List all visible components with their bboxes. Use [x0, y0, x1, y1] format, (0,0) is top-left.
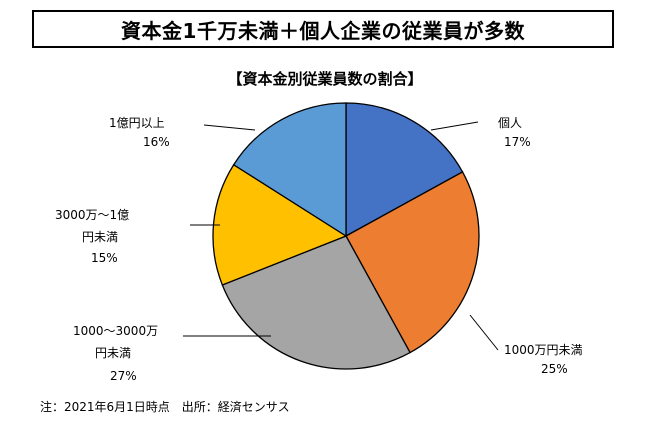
slice-value-1000-3000man: 27%: [110, 369, 137, 383]
source-note: 注：2021年6月1日時点 出所：経済センサス: [40, 400, 290, 414]
leader-line-1000man: [469, 314, 499, 351]
leader-line-1oku: [203, 124, 256, 131]
chart-header-title: 資本金1千万未満＋個人企業の従業員が多数: [32, 10, 614, 48]
slice-label-1000-3000man-line1: 1000～3000万: [73, 324, 158, 338]
chart-title: 【資本金別従業員数の割合】: [227, 70, 423, 88]
pie-slice-1000man: [345, 171, 480, 354]
slice-label-1oku: 1億円以上: [109, 116, 165, 130]
pie-slice-1oku: [232, 102, 347, 238]
leader-line-kojin: [430, 121, 479, 131]
pie-slice-kojin: [345, 102, 464, 238]
slice-label-3000man-1oku-line2: 円未満: [82, 230, 118, 244]
slice-label-3000man-1oku-line1: 3000万～1億: [55, 208, 129, 222]
pie-leader-lines: [183, 121, 499, 351]
pie-slice-3000man-1oku: [212, 163, 348, 286]
slice-value-3000man-1oku: 15%: [91, 251, 118, 265]
slice-value-1000man: 25%: [541, 362, 568, 376]
pie-slices: [212, 102, 480, 370]
slice-label-1000man: 1000万円未満: [504, 343, 583, 357]
slice-label-kojin: 個人: [498, 116, 522, 130]
slice-label-1000-3000man-line2: 円未満: [95, 346, 131, 360]
slice-value-1oku: 16%: [143, 135, 170, 149]
slice-value-kojin: 17%: [504, 135, 531, 149]
